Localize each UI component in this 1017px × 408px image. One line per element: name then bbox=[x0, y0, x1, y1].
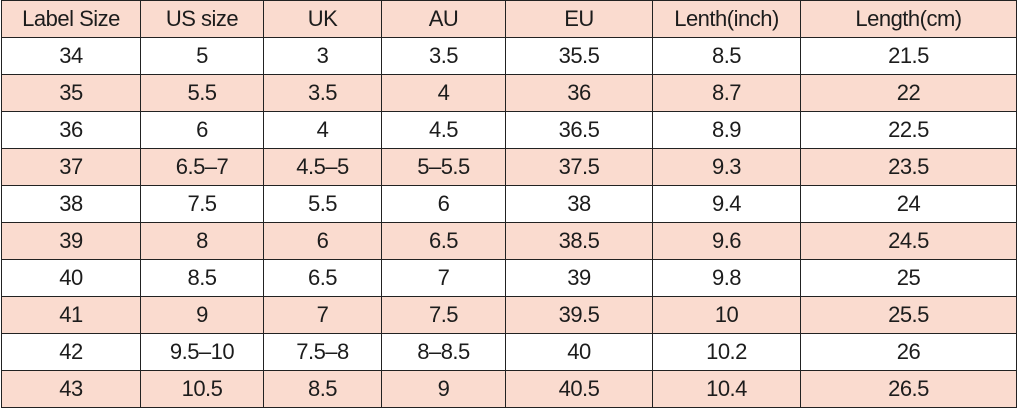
header-cell: Label Size bbox=[1, 0, 141, 38]
table-cell: 6 bbox=[381, 185, 506, 223]
table-cell: 36 bbox=[505, 74, 653, 112]
table-row: 40 8.5 6.5 7 39 9.8 25 bbox=[1, 259, 1017, 297]
header-cell: AU bbox=[381, 0, 506, 38]
table-cell: 3 bbox=[263, 37, 382, 75]
table-cell: 24 bbox=[800, 185, 1017, 223]
table-cell: 37.5 bbox=[505, 148, 653, 186]
table-cell: 39.5 bbox=[505, 296, 653, 334]
table-cell: 4 bbox=[263, 111, 382, 149]
table-cell: 7 bbox=[263, 296, 382, 334]
table-cell: 4.5 bbox=[381, 111, 506, 149]
table-cell: 7.5 bbox=[140, 185, 264, 223]
table-row: 37 6.5–7 4.5–5 5–5.5 37.5 9.3 23.5 bbox=[1, 148, 1017, 186]
header-cell: Lenth(inch) bbox=[652, 0, 801, 38]
table-cell: 4.5–5 bbox=[263, 148, 382, 186]
table-cell: 37 bbox=[1, 148, 141, 186]
table-cell: 38 bbox=[1, 185, 141, 223]
table-cell: 6.5–7 bbox=[140, 148, 264, 186]
table-cell: 36 bbox=[1, 111, 141, 149]
table-cell: 38 bbox=[505, 185, 653, 223]
table-cell: 35 bbox=[1, 74, 141, 112]
table-cell: 9.5–10 bbox=[140, 333, 264, 371]
table-body: 34 5 3 3.5 35.5 8.5 21.5 35 5.5 3.5 4 36 8.7 22 36 6 4 4.… bbox=[1, 37, 1017, 408]
table-cell: 40 bbox=[505, 333, 653, 371]
table-cell: 9.8 bbox=[652, 259, 801, 297]
table-cell: 5.5 bbox=[140, 74, 264, 112]
table-cell: 8.5 bbox=[263, 370, 382, 408]
table-cell: 39 bbox=[1, 222, 141, 260]
table-cell: 5–5.5 bbox=[381, 148, 506, 186]
header-cell: EU bbox=[505, 0, 653, 38]
header-cell: UK bbox=[263, 0, 382, 38]
table-cell: 10.5 bbox=[140, 370, 264, 408]
table-cell: 22 bbox=[800, 74, 1017, 112]
table-cell: 9.4 bbox=[652, 185, 801, 223]
table-cell: 8 bbox=[140, 222, 264, 260]
table-row: 38 7.5 5.5 6 38 9.4 24 bbox=[1, 185, 1017, 223]
table-cell: 10 bbox=[652, 296, 801, 334]
table-cell: 8.7 bbox=[652, 74, 801, 112]
table-cell: 40 bbox=[1, 259, 141, 297]
table-row: 41 9 7 7.5 39.5 10 25.5 bbox=[1, 296, 1017, 334]
table-cell: 5.5 bbox=[263, 185, 382, 223]
table-cell: 40.5 bbox=[505, 370, 653, 408]
table-cell: 10.2 bbox=[652, 333, 801, 371]
table-cell: 36.5 bbox=[505, 111, 653, 149]
table-row: 35 5.5 3.5 4 36 8.7 22 bbox=[1, 74, 1017, 112]
table-cell: 9 bbox=[381, 370, 506, 408]
table-cell: 9.6 bbox=[652, 222, 801, 260]
table-cell: 5 bbox=[140, 37, 264, 75]
table-cell: 42 bbox=[1, 333, 141, 371]
table-cell: 6.5 bbox=[381, 222, 506, 260]
table-row: 39 8 6 6.5 38.5 9.6 24.5 bbox=[1, 222, 1017, 260]
table-cell: 7.5 bbox=[381, 296, 506, 334]
table-cell: 26.5 bbox=[800, 370, 1017, 408]
table-cell: 22.5 bbox=[800, 111, 1017, 149]
table-cell: 25 bbox=[800, 259, 1017, 297]
header-cell: Length(cm) bbox=[800, 0, 1017, 38]
table-cell: 23.5 bbox=[800, 148, 1017, 186]
table-cell: 7.5–8 bbox=[263, 333, 382, 371]
table-cell: 7 bbox=[381, 259, 506, 297]
table-cell: 26 bbox=[800, 333, 1017, 371]
table-cell: 8.9 bbox=[652, 111, 801, 149]
header-cell: US size bbox=[140, 0, 264, 38]
table-cell: 3.5 bbox=[263, 74, 382, 112]
table-cell: 10.4 bbox=[652, 370, 801, 408]
table-cell: 9.3 bbox=[652, 148, 801, 186]
table-cell: 25.5 bbox=[800, 296, 1017, 334]
table-cell: 39 bbox=[505, 259, 653, 297]
table-row: 36 6 4 4.5 36.5 8.9 22.5 bbox=[1, 111, 1017, 149]
table-cell: 8.5 bbox=[140, 259, 264, 297]
table-cell: 35.5 bbox=[505, 37, 653, 75]
table-row: 42 9.5–10 7.5–8 8–8.5 40 10.2 26 bbox=[1, 333, 1017, 371]
table-cell: 6.5 bbox=[263, 259, 382, 297]
table-cell: 6 bbox=[140, 111, 264, 149]
table-cell: 34 bbox=[1, 37, 141, 75]
table-cell: 3.5 bbox=[381, 37, 506, 75]
table-cell: 21.5 bbox=[800, 37, 1017, 75]
table-header: Label Size US size UK AU EU Lenth(inch) Length… bbox=[1, 0, 1017, 38]
table-cell: 8.5 bbox=[652, 37, 801, 75]
table-cell: 41 bbox=[1, 296, 141, 334]
table-row: 43 10.5 8.5 9 40.5 10.4 26.5 bbox=[1, 370, 1017, 408]
table-cell: 4 bbox=[381, 74, 506, 112]
table-cell: 9 bbox=[140, 296, 264, 334]
table-cell: 24.5 bbox=[800, 222, 1017, 260]
table-cell: 38.5 bbox=[505, 222, 653, 260]
header-row: Label Size US size UK AU EU Lenth(inch) Length… bbox=[1, 0, 1017, 38]
table-row: 34 5 3 3.5 35.5 8.5 21.5 bbox=[1, 37, 1017, 75]
table-cell: 8–8.5 bbox=[381, 333, 506, 371]
table-cell: 43 bbox=[1, 370, 141, 408]
table-cell: 6 bbox=[263, 222, 382, 260]
